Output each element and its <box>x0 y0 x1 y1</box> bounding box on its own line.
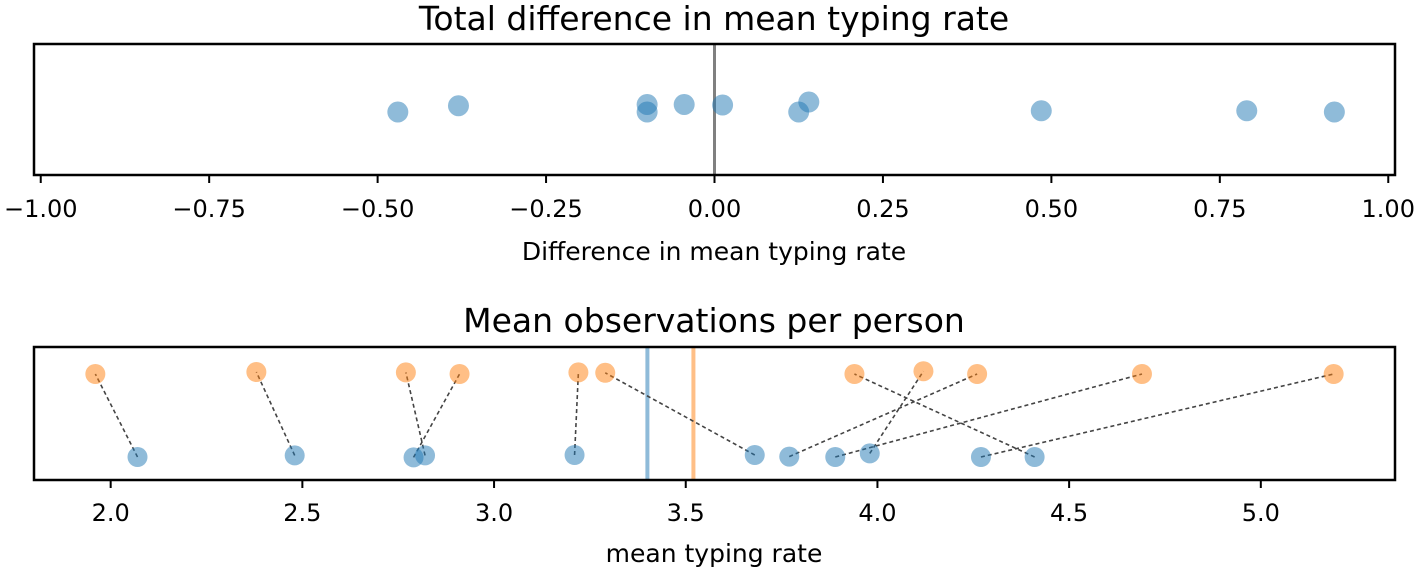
observation-point <box>127 447 148 467</box>
top-chart: Total difference in mean typing rate −1.… <box>4 0 1415 266</box>
bottom-tick-label: 5.0 <box>1242 499 1280 527</box>
observation-point <box>395 362 416 383</box>
observation-point <box>1024 447 1045 467</box>
pair-link-line <box>854 373 1035 458</box>
observation-point <box>449 364 470 384</box>
bottom-tick-label: 3.0 <box>475 499 513 527</box>
observation-point <box>1323 364 1344 384</box>
observation-point <box>744 445 765 465</box>
observation-point <box>779 446 800 467</box>
observation-point <box>844 364 865 384</box>
pair-link-line <box>573 372 580 456</box>
top-tick-label: 1.00 <box>1362 195 1415 223</box>
top-points <box>387 91 1345 123</box>
observation-point <box>284 445 305 466</box>
observation-point <box>825 447 846 467</box>
observation-point <box>415 445 436 466</box>
pair-link-line <box>835 373 1143 458</box>
observation-point <box>85 364 106 384</box>
observation-point <box>913 361 934 382</box>
pair-link-line <box>94 373 139 458</box>
pair-link-line <box>412 373 461 458</box>
observation-point <box>970 447 991 467</box>
observation-point <box>1131 364 1152 384</box>
bottom-plot-frame <box>32 345 1397 482</box>
pair-link-line <box>788 373 978 458</box>
bottom-tick-label: 4.0 <box>858 499 896 527</box>
top-x-axis-label: Difference in mean typing rate <box>522 237 906 266</box>
pair-link-line <box>255 371 296 456</box>
observation-point <box>568 362 589 383</box>
bottom-points <box>85 361 1344 468</box>
difference-point <box>712 94 734 116</box>
difference-point <box>636 101 658 123</box>
bottom-tick-label: 2.5 <box>283 499 321 527</box>
bottom-tick-label: 2.0 <box>92 499 130 527</box>
bottom-x-ticks: 2.0 2.5 3.0 3.5 4.0 4.5 5.0 <box>92 480 1280 527</box>
bottom-chart-title: Mean observations per person <box>463 301 965 340</box>
top-tick-label: 0.25 <box>856 195 909 223</box>
difference-point <box>1030 100 1052 122</box>
bottom-chart: Mean observations per person 2.0 2.5 3.0 3.… <box>32 301 1397 568</box>
top-tick-label: 0.50 <box>1025 195 1078 223</box>
observation-point <box>595 362 616 383</box>
observation-point <box>859 443 880 464</box>
top-tick-label: −0.75 <box>172 195 246 223</box>
observation-point <box>246 362 267 382</box>
top-x-ticks: −1.00 −0.75 −0.50 −0.25 0.00 0.25 0.50 0.75 1.00 <box>4 175 1415 223</box>
top-tick-label: 0.00 <box>688 195 741 223</box>
pair-link-line <box>869 370 925 454</box>
difference-point <box>673 94 695 115</box>
difference-point <box>447 95 469 117</box>
bottom-mean-lines <box>645 347 696 480</box>
top-tick-label: 0.75 <box>1193 195 1246 223</box>
difference-point <box>1236 100 1258 122</box>
bottom-tick-label: 3.5 <box>667 499 705 527</box>
difference-point <box>798 91 820 113</box>
bottom-x-axis-label: mean typing rate <box>606 539 823 568</box>
top-chart-title: Total difference in mean typing rate <box>418 0 1009 38</box>
pair-link-line <box>980 373 1334 458</box>
pair-link-line <box>604 372 756 456</box>
top-tick-label: −1.00 <box>4 195 78 223</box>
difference-point <box>1323 101 1345 123</box>
top-tick-label: −0.25 <box>509 195 583 223</box>
pair-link-line <box>405 372 426 456</box>
observation-point <box>967 364 988 384</box>
difference-point <box>387 101 409 123</box>
bottom-tick-label: 4.5 <box>1050 499 1088 527</box>
top-tick-label: −0.50 <box>341 195 415 223</box>
bottom-pair-links <box>94 370 1334 458</box>
observation-point <box>564 445 585 465</box>
